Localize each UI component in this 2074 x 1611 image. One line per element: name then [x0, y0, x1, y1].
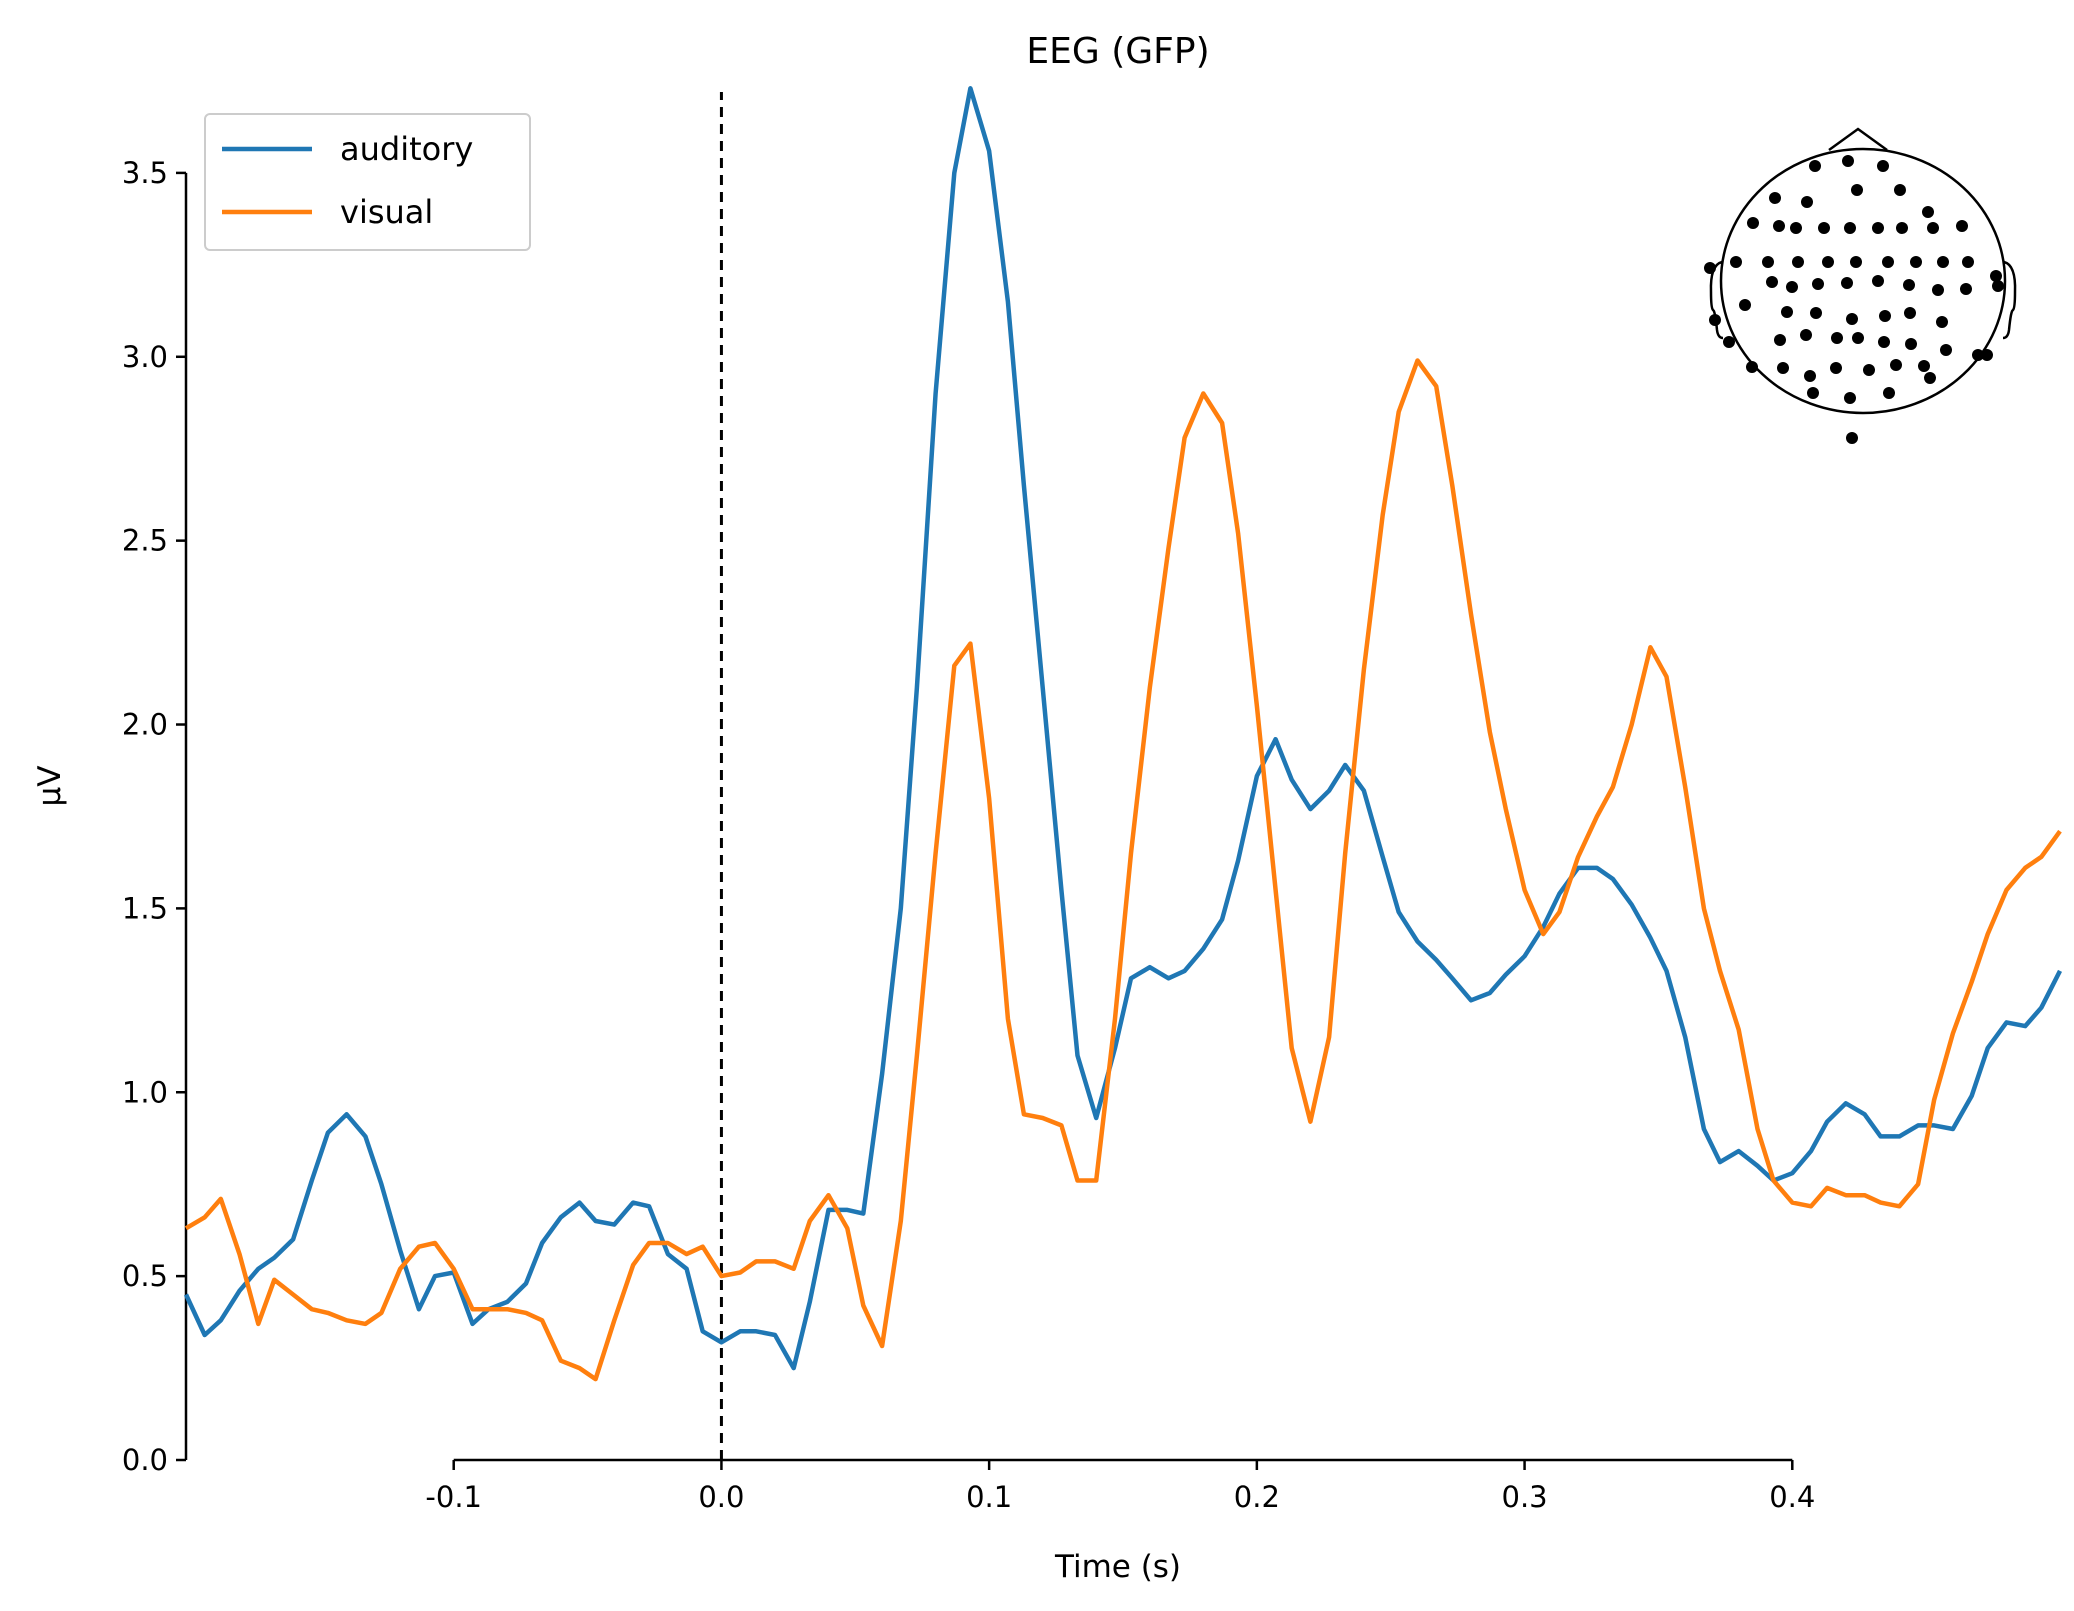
- sensor-dot: [1790, 222, 1802, 234]
- sensor-dot: [1956, 220, 1968, 232]
- sensor-dot: [1730, 256, 1742, 268]
- y-tick-label: 1.0: [122, 1075, 168, 1109]
- y-axis-label: µV: [32, 766, 68, 807]
- sensor-dot: [1723, 336, 1735, 348]
- sensor-dot: [1922, 206, 1934, 218]
- sensor-dot: [1777, 362, 1789, 374]
- sensor-dot: [1890, 359, 1902, 371]
- sensor-dot: [1882, 256, 1894, 268]
- sensor-dot: [1924, 372, 1936, 384]
- sensor-dot: [1773, 220, 1785, 232]
- sensor-dot: [1936, 316, 1948, 328]
- sensor-dot: [1960, 283, 1972, 295]
- y-tick-label: 1.5: [122, 891, 168, 925]
- series-layer: [183, 86, 2063, 1382]
- legend-label-auditory: auditory: [340, 130, 473, 168]
- sensor-dot: [1842, 155, 1854, 167]
- sensor-dot: [1894, 184, 1906, 196]
- x-tick-label: 0.0: [698, 1480, 744, 1514]
- sensor-dot: [1800, 329, 1812, 341]
- sensor-dot: [1937, 256, 1949, 268]
- x-tick-label: 0.2: [1234, 1480, 1280, 1514]
- sensor-dot: [1774, 334, 1786, 346]
- sensor-dot: [1792, 256, 1804, 268]
- sensor-dot: [1818, 222, 1830, 234]
- sensor-dot: [1896, 222, 1908, 234]
- sensor-dot: [1812, 278, 1824, 290]
- legend-label-visual: visual: [340, 193, 433, 231]
- sensor-dot: [1918, 360, 1930, 372]
- sensor-dot: [1872, 222, 1884, 234]
- sensor-dot: [1762, 256, 1774, 268]
- sensor-dot: [1852, 332, 1864, 344]
- sensor-dot: [1903, 279, 1915, 291]
- sensor-dot: [1932, 284, 1944, 296]
- sensor-dot: [1801, 196, 1813, 208]
- sensor-dot: [1739, 299, 1751, 311]
- sensor-dot: [1872, 275, 1884, 287]
- sensor-dot: [1877, 160, 1889, 172]
- sensor-dot: [1990, 270, 2002, 282]
- sensor-dot: [1927, 222, 1939, 234]
- chart-title: EEG (GFP): [1026, 31, 1209, 72]
- sensor-dot: [1746, 361, 1758, 373]
- sensor-dot: [1781, 306, 1793, 318]
- sensor-dot: [1841, 277, 1853, 289]
- sensor-dot: [1981, 349, 1993, 361]
- y-tick-label: 3.0: [122, 340, 168, 374]
- sensor-dot: [1904, 307, 1916, 319]
- sensor-dot: [1804, 370, 1816, 382]
- y-tick-label: 3.5: [122, 156, 168, 190]
- sensor-dot: [1766, 276, 1778, 288]
- sensor-dot: [1809, 160, 1821, 172]
- y-axis: 0.0 0.5 1.0 1.5 2.0 2.5 3.0 3.5: [122, 156, 188, 1477]
- sensor-dot: [1910, 256, 1922, 268]
- sensor-dot: [1807, 387, 1819, 399]
- sensor-dot: [1851, 184, 1863, 196]
- sensor-dot: [1878, 336, 1890, 348]
- sensor-dot: [1992, 280, 2004, 292]
- sensor-dot: [1831, 332, 1843, 344]
- sensor-dot: [1786, 281, 1798, 293]
- sensor-dot: [1747, 217, 1759, 229]
- sensor-dot: [1850, 256, 1862, 268]
- sensor-dot: [1709, 314, 1721, 326]
- sensor-dot: [1879, 310, 1891, 322]
- x-axis: -0.1 0.0 0.1 0.2 0.3 0.4: [425, 1458, 1815, 1514]
- x-tick-label: 0.3: [1502, 1480, 1548, 1514]
- eeg-sensor-head-icon: [1704, 127, 2017, 444]
- x-axis-label: Time (s): [1054, 1549, 1181, 1585]
- y-tick-label: 0.5: [122, 1259, 168, 1293]
- x-tick-label: 0.4: [1769, 1480, 1815, 1514]
- legend: auditory visual: [204, 113, 531, 251]
- series-line-auditory: [183, 86, 2063, 1371]
- sensor-dot: [1704, 262, 1716, 274]
- sensor-dot: [1844, 392, 1856, 404]
- sensor-dot: [1769, 192, 1781, 204]
- sensor-dot: [1810, 307, 1822, 319]
- sensor-dot: [1846, 313, 1858, 325]
- sensor-dot: [1940, 344, 1952, 356]
- sensor-dot: [1863, 364, 1875, 376]
- series-line-visual: [184, 358, 2062, 1382]
- y-tick-label: 2.5: [122, 524, 168, 558]
- x-tick-label: 0.1: [966, 1480, 1012, 1514]
- sensor-dot: [1846, 432, 1858, 444]
- sensor-dot: [1883, 387, 1895, 399]
- sensor-dot: [1905, 338, 1917, 350]
- y-tick-label: 2.0: [122, 708, 168, 742]
- sensor-dot: [1972, 349, 1984, 361]
- x-tick-label: -0.1: [425, 1480, 482, 1514]
- sensor-dot: [1830, 362, 1842, 374]
- sensor-dot: [1962, 256, 1974, 268]
- sensor-dot: [1844, 222, 1856, 234]
- y-tick-label: 0.0: [122, 1443, 168, 1477]
- sensor-dot: [1822, 256, 1834, 268]
